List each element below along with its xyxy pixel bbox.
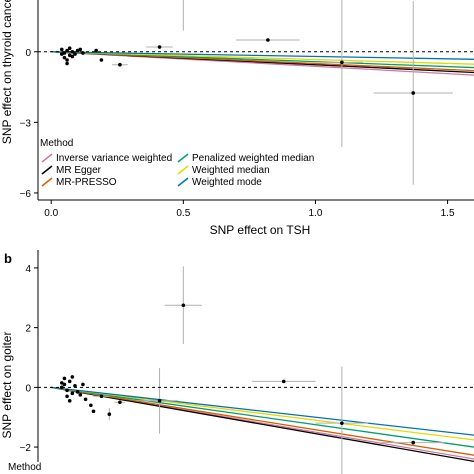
data-point — [118, 62, 122, 67]
y-tick-label: −3 — [20, 118, 32, 129]
y-axis-label: SNP effect on thyroid cancer — [0, 0, 14, 144]
data-point — [340, 60, 344, 65]
legend-entry: MR Egger — [56, 165, 102, 176]
x-axis-label: SNP effect on TSH — [210, 223, 311, 237]
legend-title: Method — [8, 462, 41, 473]
legend-entry: Weighted mode — [192, 177, 262, 188]
data-point — [99, 394, 104, 399]
y-axis-label: SNP effect on goiter — [0, 332, 14, 439]
legend-entry: Penalized weighted median — [192, 153, 314, 164]
panel-label: b — [4, 251, 12, 266]
data-point — [67, 398, 72, 403]
data-point — [70, 54, 75, 59]
data-point — [70, 375, 75, 379]
data-point — [118, 400, 122, 405]
data-point — [411, 440, 416, 445]
axes: 4 2 0 −2 — [20, 250, 39, 462]
fit-lines — [51, 51, 474, 76]
fit-line — [51, 386, 474, 448]
legend-swatch — [41, 153, 53, 163]
y-tick-label: −2 — [20, 443, 32, 454]
data-point — [62, 55, 67, 60]
legend-swatch — [177, 165, 189, 175]
data-point — [62, 376, 67, 381]
data-point — [65, 48, 69, 53]
data-point — [70, 391, 75, 396]
fit-lines — [51, 386, 474, 463]
data-point — [70, 49, 75, 54]
data-point — [78, 393, 83, 397]
legend-swatch — [41, 165, 53, 175]
legend-title: Method — [40, 138, 73, 149]
y-tick-label: 2 — [25, 324, 31, 335]
data-point — [157, 398, 162, 403]
legend-entry: MR-PRESSO — [56, 177, 117, 188]
data-point — [266, 38, 270, 42]
error-bars — [93, 266, 445, 474]
panel-a: 0 −3 −6 0.0 0.5 1.0 1.5 SNP effect on thyroid … — [0, 0, 474, 237]
legend-entry: Weighted median — [192, 165, 270, 176]
data-point — [59, 52, 64, 56]
legend-swatch — [41, 177, 53, 187]
x-tick-label: 0.0 — [44, 208, 58, 219]
data-point — [89, 403, 93, 408]
data-point — [65, 61, 69, 66]
data-point — [59, 47, 64, 52]
data-point — [67, 379, 72, 384]
legend-swatch — [177, 177, 189, 187]
data-point — [411, 91, 416, 95]
data-point — [62, 382, 67, 387]
y-tick-label: 0 — [25, 383, 31, 394]
legend-entry: Inverse variance weighted — [56, 153, 172, 164]
data-point — [67, 46, 72, 51]
data-point — [59, 385, 64, 390]
legend-swatch — [177, 153, 189, 163]
data-point — [78, 47, 83, 52]
fit-line — [51, 386, 474, 436]
data-point — [73, 52, 77, 56]
data-point — [340, 421, 344, 425]
data-point — [281, 379, 286, 384]
data-points — [59, 303, 416, 445]
data-point — [65, 394, 69, 399]
y-tick-label: −6 — [20, 189, 32, 200]
data-point — [94, 48, 98, 53]
fit-line — [51, 386, 474, 456]
fit-line — [51, 51, 474, 65]
y-tick-label: 0 — [25, 48, 31, 59]
y-tick-label: 4 — [25, 264, 31, 275]
data-point — [83, 397, 88, 402]
x-tick-label: 1.0 — [309, 208, 323, 219]
panel-b: b 4 2 0 −2 SNP effect on goiter Method — [0, 250, 474, 474]
data-point — [181, 303, 186, 308]
data-point — [59, 381, 64, 385]
data-point — [91, 409, 96, 414]
axes: 0 −3 −6 0.0 0.5 1.0 1.5 — [20, 0, 474, 219]
x-tick-label: 0.5 — [176, 208, 190, 219]
data-point — [65, 388, 69, 393]
data-point — [65, 58, 69, 62]
data-point — [81, 382, 85, 387]
data-point — [75, 390, 80, 394]
data-point — [157, 45, 162, 49]
x-tick-label: 1.5 — [441, 208, 455, 219]
data-point — [107, 412, 112, 417]
data-point — [73, 384, 77, 388]
fit-line — [51, 51, 474, 60]
fit-line — [51, 386, 474, 441]
data-point — [99, 58, 104, 62]
fit-line — [51, 386, 474, 463]
